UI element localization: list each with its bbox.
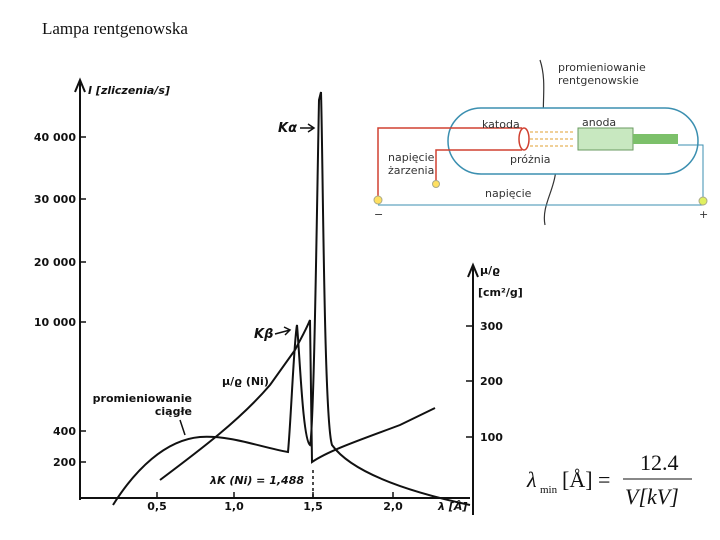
x-tick-label: 1,5 (303, 500, 323, 513)
label: rentgenowskie (558, 74, 639, 87)
annotation: Kα (278, 121, 297, 136)
formula: λ min [Å] = 12.4 V[kV] (526, 450, 692, 509)
terminal (698, 196, 708, 206)
formula-text: min (540, 484, 558, 496)
label: − (374, 208, 383, 221)
anode-rod (633, 134, 678, 144)
y-axis-label: I [zliczenia/s] (88, 84, 170, 97)
formula-text: [Å] = (562, 467, 610, 492)
electrons (530, 131, 575, 147)
formula-text: V[kV] (625, 484, 679, 509)
label: katoda (482, 118, 520, 131)
y-tick-label: 200 (53, 456, 76, 469)
y2-axis (467, 262, 479, 515)
y-tick-label: 10 000 (34, 316, 76, 329)
cathode (518, 127, 530, 151)
label: napięcie (388, 151, 435, 164)
y-ticks (80, 136, 473, 498)
annotation: Kβ (254, 327, 273, 342)
y2-tick-label: 300 (480, 320, 503, 333)
y2-tick-label: 100 (480, 431, 503, 444)
anode (577, 127, 634, 151)
x-tick-label: 2,0 (383, 500, 403, 513)
y-axis (74, 77, 86, 500)
label: próżnia (510, 153, 551, 166)
title: Lampa rentgenowska (42, 19, 188, 38)
terminal (432, 180, 440, 188)
y-tick-label: 20 000 (34, 256, 76, 269)
annotation: ciągłe (155, 405, 192, 418)
arrow (179, 419, 186, 436)
tube (447, 107, 699, 175)
label: + (699, 208, 708, 221)
absorption-curve (159, 319, 436, 481)
annotation: promieniowanie (93, 392, 192, 405)
y-tick-label: 30 000 (34, 193, 76, 206)
formula-text: λ (526, 467, 537, 492)
y-tick-label: 40 000 (34, 131, 76, 144)
label: żarzenia (388, 164, 434, 177)
tube-diagram: promieniowanie rentgenowskie katoda anod… (373, 59, 708, 226)
label: napięcie (485, 187, 532, 200)
heater-wires (377, 127, 522, 200)
arrow (300, 123, 316, 133)
label: promieniowanie (558, 61, 646, 74)
y2-tick-label: 200 (480, 375, 503, 388)
annotation: λK (Ni) = 1,488 (209, 474, 304, 487)
arrow (274, 326, 292, 336)
spectrum: 40 000 30 000 20 000 10 000 400 200 0,5 … (34, 77, 523, 515)
formula-text: 12.4 (640, 450, 679, 475)
y-tick-label: 400 (53, 425, 76, 438)
x-tick-label: 0,5 (147, 500, 167, 513)
annotation: μ/ϱ (Ni) (222, 375, 269, 388)
voltage-wire (378, 144, 704, 206)
x-tick-label: 1,0 (224, 500, 244, 513)
y2-axis-label: μ/ϱ (480, 264, 500, 277)
terminal (373, 195, 383, 205)
y2-unit: [cm²/g] (478, 286, 523, 299)
label: anoda (582, 116, 616, 129)
